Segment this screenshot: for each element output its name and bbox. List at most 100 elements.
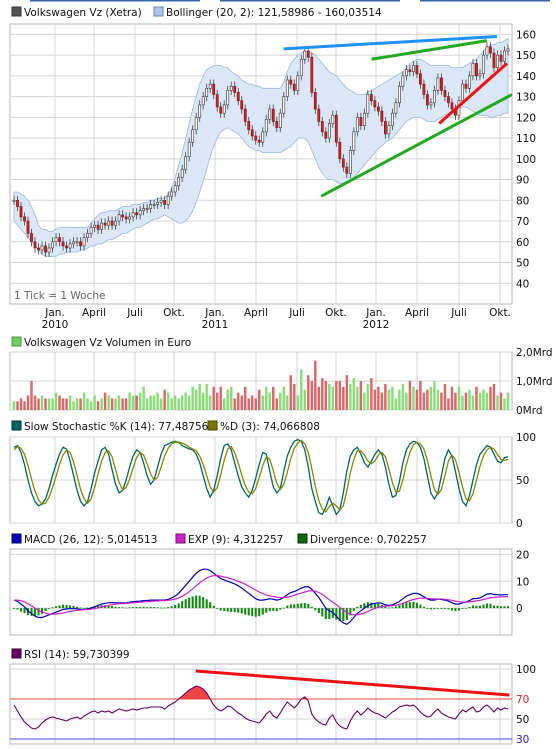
- volume-bar: [401, 383, 405, 410]
- divergence-bar: [408, 602, 411, 609]
- divergence-bar: [195, 595, 198, 609]
- divergence-bar: [485, 603, 489, 609]
- macd-line-MACD: [13, 568, 508, 625]
- volume-bar: [145, 398, 149, 410]
- stochastic-gridlines: [10, 436, 512, 524]
- volume-bar: [226, 389, 229, 410]
- candle-body: [450, 102, 454, 110]
- volume-bar: [131, 395, 135, 410]
- divergence-bar: [265, 608, 268, 613]
- divergence-bar: [170, 606, 173, 609]
- price-panel: Volkswagen Vz (Xetra) Bollinger (20, 2):…: [9, 6, 536, 331]
- divergence-bar: [19, 608, 23, 612]
- macd-lines: [13, 568, 508, 625]
- candle-body: [201, 96, 205, 106]
- volume-bar: [261, 395, 264, 410]
- volume-bar: [19, 398, 23, 410]
- volume-bar: [12, 401, 16, 410]
- candle-body: [96, 224, 100, 230]
- legend-swatch-exp: [175, 533, 186, 544]
- candle-body: [380, 110, 384, 122]
- candle-body: [478, 73, 482, 77]
- volume-bar: [54, 392, 58, 410]
- volume-bar: [314, 360, 317, 410]
- candle-body: [401, 75, 405, 87]
- candle-body: [282, 96, 286, 114]
- volume-bar: [86, 398, 89, 410]
- price-x-tick: April: [244, 307, 268, 319]
- volume-bar: [72, 401, 75, 410]
- legend-swatch-divergence: [297, 533, 308, 544]
- volume-bar: [194, 389, 198, 410]
- divergence-bar: [226, 608, 229, 612]
- candle-body: [194, 117, 198, 131]
- divergence-bar: [345, 608, 348, 620]
- volume-bar: [156, 392, 159, 410]
- candle-body: [482, 54, 485, 75]
- volume-bar: [201, 392, 205, 410]
- macd-line-EXP: [14, 574, 508, 616]
- volume-bar: [303, 389, 307, 410]
- price-y-tick: 160: [516, 29, 536, 41]
- divergence-bar: [58, 605, 61, 609]
- candle-body: [23, 216, 26, 222]
- divergence-bar: [153, 607, 156, 609]
- candle-body: [226, 90, 230, 106]
- price-x-tick: Okt.: [489, 307, 511, 319]
- price-y-tick: 80: [516, 195, 529, 207]
- divergence-bar: [26, 608, 30, 616]
- candle-body: [433, 90, 436, 104]
- price-y-tick: 130: [516, 92, 536, 104]
- candle-body: [362, 112, 366, 126]
- volume-bar: [173, 395, 177, 410]
- candle-body: [440, 77, 443, 91]
- volume-bar: [496, 395, 499, 410]
- divergence-bar: [30, 608, 33, 616]
- candle-body: [107, 220, 110, 226]
- candle-body: [387, 125, 391, 135]
- candle-body: [65, 245, 68, 249]
- volume-bar: [328, 383, 331, 410]
- candle-body: [124, 216, 128, 220]
- rsi-y-tick: 50: [516, 714, 529, 726]
- divergence-bar: [506, 606, 510, 609]
- divergence-bar: [37, 608, 40, 616]
- candle-body: [103, 222, 107, 226]
- candle-body: [443, 90, 447, 97]
- candle-body: [12, 199, 16, 202]
- legend-swatch-d: [207, 420, 218, 431]
- divergence-bar: [310, 606, 313, 609]
- price-y-tick-labels: 40 50 60 70 80 90 100 110 120 130 140 150 160: [516, 29, 536, 290]
- divergence-bar: [359, 604, 362, 609]
- divergence-bar: [128, 607, 131, 609]
- divergence-bar: [436, 608, 439, 609]
- candle-body: [215, 94, 219, 108]
- legend-swatch-volume: [11, 336, 22, 347]
- candle-body: [247, 121, 251, 131]
- candle-body: [306, 50, 310, 58]
- price-x-tick: Juli: [450, 307, 467, 319]
- divergence-bar: [177, 603, 180, 609]
- candle-body: [89, 226, 93, 234]
- volume-y-tick-labels: 0Mrd 1,0Mrd 2,0Mrd: [516, 347, 553, 417]
- volume-bar: [65, 398, 68, 410]
- divergence-bar: [475, 605, 478, 609]
- legend-label-volume: Volkswagen Vz Volumen in Euro: [24, 337, 191, 349]
- volume-bar: [419, 381, 422, 410]
- volume-bar: [233, 398, 236, 410]
- candle-body: [296, 75, 300, 91]
- volume-bar: [387, 389, 391, 410]
- stochastic-y-tick-labels: 0 50 100: [516, 432, 536, 530]
- divergence-bar: [47, 608, 51, 609]
- candle-body: [110, 220, 114, 226]
- candle-body: [348, 150, 352, 174]
- divergence-bar: [499, 606, 503, 609]
- volume-bar: [370, 378, 373, 410]
- divergence-bar: [125, 607, 128, 609]
- volume-bar: [331, 386, 335, 410]
- volume-bar: [503, 398, 506, 410]
- candle-body: [114, 220, 117, 226]
- stochastic-y-tick: 0: [516, 518, 523, 530]
- candle-body: [117, 214, 121, 222]
